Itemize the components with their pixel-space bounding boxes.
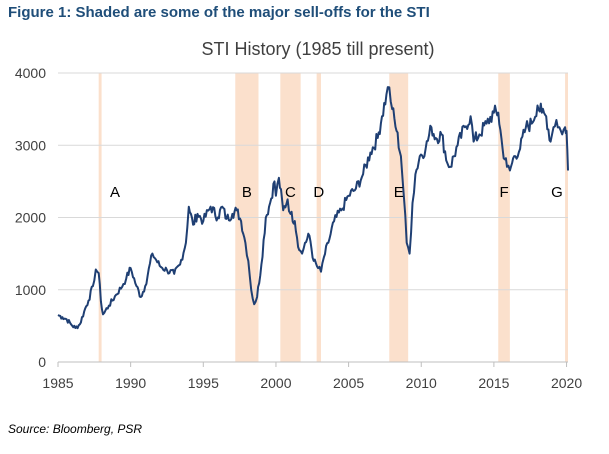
y-tick-label: 4000 [15, 65, 46, 81]
x-axis-ticks: 1985 1990 1995 2000 2005 2010 2015 2020 [42, 361, 582, 391]
shade-label-e: E [394, 184, 404, 201]
x-tick-label: 1985 [42, 375, 73, 391]
figure-title: Figure 1: Shaded are some of the major s… [8, 4, 430, 21]
y-axis-ticks: 0 1000 2000 3000 4000 [15, 65, 46, 370]
shade-label-d: D [313, 184, 324, 201]
x-tick-label: 2020 [551, 375, 582, 391]
x-tick-label: 1995 [188, 375, 219, 391]
chart-title: STI History (1985 till present) [201, 39, 434, 59]
y-tick-label: 3000 [15, 137, 46, 153]
shade-label-b: B [242, 184, 252, 201]
x-tick-label: 1990 [115, 375, 146, 391]
y-tick-label: 0 [38, 354, 46, 370]
x-tick-label: 2005 [333, 375, 364, 391]
y-tick-label: 2000 [15, 210, 46, 226]
shade-label-f: F [499, 184, 508, 201]
x-tick-label: 2010 [406, 375, 437, 391]
x-tick-label: 2000 [260, 375, 291, 391]
series-line-0 [57, 86, 569, 330]
source-note: Source: Bloomberg, PSR [8, 422, 143, 436]
shade-label-g: G [551, 184, 563, 201]
y-tick-label: 1000 [15, 282, 46, 298]
shade-label-c: C [285, 184, 296, 201]
x-tick-label: 2015 [478, 375, 509, 391]
shade-label-a: A [110, 184, 120, 201]
series-group [57, 86, 569, 330]
